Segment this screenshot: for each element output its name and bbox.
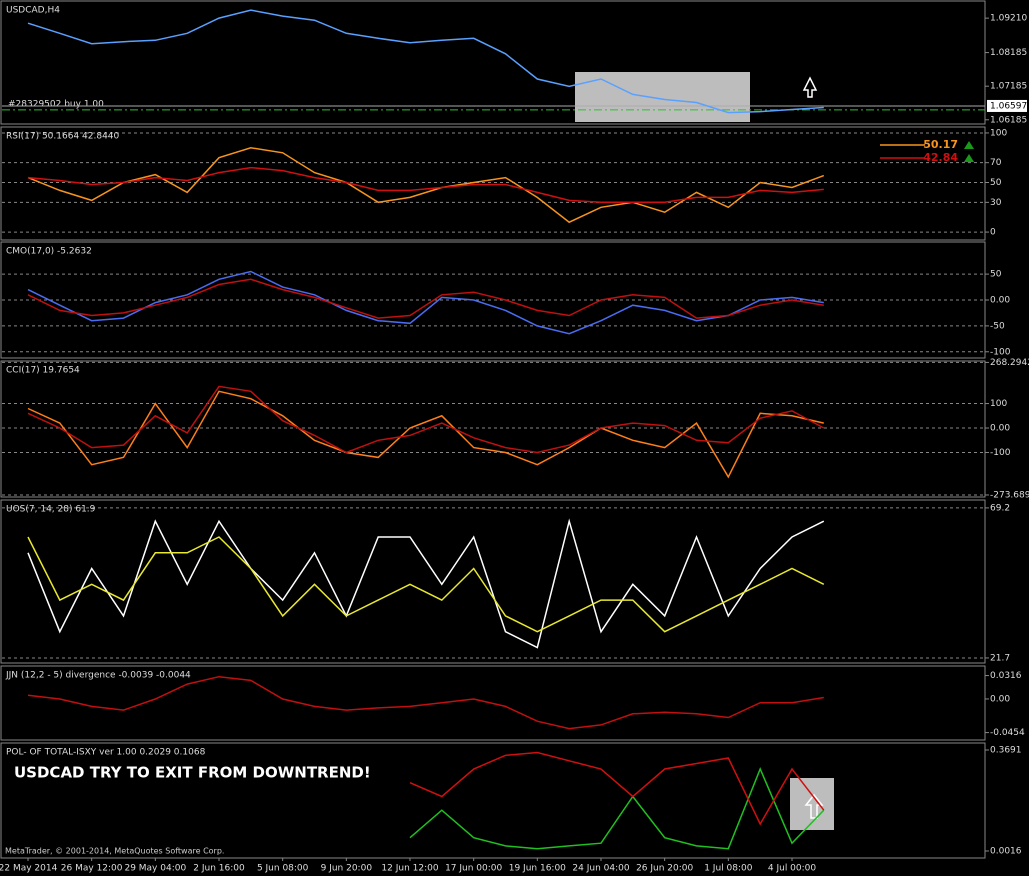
y-tick-label: 21.7 [990,653,1010,663]
y-tick-label: 1.08185 [990,48,1027,58]
series-line [27,278,824,319]
x-tick-label: 1 Jul 08:00 [704,864,753,874]
series-line [27,675,824,730]
y-tick-label: 30 [990,198,1002,208]
panel-title: POL- OF TOTAL-ISXY ver 1.00 0.2029 0.106… [6,748,206,758]
panel-frame [0,665,986,741]
last-price-label: 1.06597 [990,101,1027,111]
y-tick-label: -0.0454 [990,728,1025,738]
y-tick-label: 69.2 [990,503,1010,513]
footer: MetaTrader, © 2001-2014, MetaQuotes Soft… [5,847,224,856]
y-tick-label: 268.2942 [990,358,1029,368]
y-tick-label: 0.00 [990,694,1010,704]
annotation: USDCAD TRY TO EXIT FROM DOWNTREND! [14,764,371,782]
x-tick-label: 12 Jun 12:00 [381,864,438,874]
x-tick-label: 26 May 12:00 [61,864,123,874]
x-tick-label: 9 Jun 20:00 [321,864,373,874]
legend-label: 50.17 [923,138,958,151]
series-line [27,166,824,204]
series-line [27,536,825,633]
y-tick-label: 0.3691 [990,746,1022,756]
y-tick-label: 0.00 [990,296,1010,306]
panel-frame [0,360,986,498]
y-tick-label: 0.0316 [990,671,1022,681]
x-tick-label: 4 Jul 00:00 [768,864,817,874]
y-tick-label: 1.07185 [990,82,1027,92]
order-label: #28329502 buy 1.00 [8,99,104,109]
series-line [409,751,825,826]
y-tick-label: -50 [990,321,1005,331]
last-price-box [987,99,1027,112]
highlight-box [790,778,834,830]
panel-title: RSI(17) 50.1664 42.8440 [6,132,120,142]
series-line [27,518,825,649]
up-arrow [804,793,824,819]
x-tick-label: 17 Jun 00:00 [445,864,502,874]
series-line [27,9,824,114]
panel-frame [0,126,986,241]
series-line [409,767,825,850]
series-line [27,390,824,479]
x-tick-label: 5 Jun 08:00 [257,864,309,874]
panel-title: CCI(17) 19.7654 [6,366,80,376]
panel-frame [0,742,986,859]
panel-title: JJN (12,2 - 5) divergence -0.0039 -0.004… [5,671,191,681]
series-line [27,270,824,335]
panel-frame [0,0,986,125]
legend-label: 42.84 [923,151,958,164]
y-tick-label: 50 [990,270,1002,280]
panel-title: USDCAD,H4 [6,6,60,16]
up-arrow [802,76,818,98]
panel-title: CMO(17,0) -5.2632 [6,247,92,257]
y-tick-label: 100 [990,128,1007,138]
y-tick-label: -273.6894 [990,490,1029,500]
y-tick-label: 70 [990,158,1002,168]
y-tick-label: 1.09210 [990,14,1027,24]
x-tick-label: 26 Jun 20:00 [636,864,693,874]
legend-triangle [964,141,974,149]
x-tick-label: 29 May 04:00 [124,864,186,874]
y-tick-label: -100 [990,347,1011,357]
panel-title: UOS(7, 14, 28) 61.9 [6,505,96,515]
y-tick-label: 50 [990,178,1002,188]
y-tick-label: -100 [990,448,1011,458]
y-tick-label: 100 [990,399,1007,409]
x-tick-label: 24 Jun 04:00 [572,864,629,874]
series-line [27,385,825,454]
legend-triangle [964,154,974,162]
x-tick-label: 2 Jun 16:00 [193,864,245,874]
y-tick-label: 1.06185 [990,115,1027,125]
y-tick-label: 0.00 [990,424,1010,434]
x-tick-label: 22 May 2014 [0,864,58,874]
y-tick-label: 0.0016 [990,846,1022,856]
y-tick-label: 0 [990,228,996,238]
x-tick-label: 19 Jun 16:00 [509,864,566,874]
panel-frame [0,499,986,664]
